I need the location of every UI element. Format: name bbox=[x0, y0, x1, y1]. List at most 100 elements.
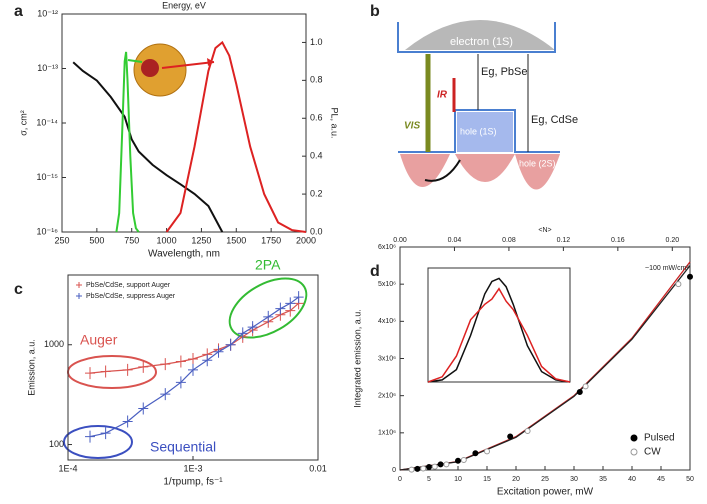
curve bbox=[72, 61, 224, 233]
y-tick-label: 10⁻¹⁵ bbox=[37, 172, 59, 182]
nanocrystal-icon bbox=[127, 43, 215, 97]
y-tick-label: 10⁻¹⁶ bbox=[37, 226, 59, 236]
y-tick-label: 100 bbox=[49, 439, 64, 449]
y-tick-label: 3x10⁶ bbox=[378, 355, 396, 362]
legend-marker bbox=[630, 434, 638, 442]
data-point bbox=[85, 430, 96, 443]
y-tick-label: 5x10⁶ bbox=[378, 281, 396, 288]
data-point bbox=[100, 427, 111, 440]
annotation: Auger bbox=[80, 332, 118, 348]
data-point bbox=[160, 358, 171, 371]
x-tick-label: 500 bbox=[89, 235, 104, 245]
y-tick-label: 1x10⁶ bbox=[378, 430, 396, 437]
y2-tick-label: 0.2 bbox=[310, 188, 323, 198]
diagram-label: VIS bbox=[404, 121, 420, 132]
legend-label: CW bbox=[644, 447, 661, 458]
x2-tick-label: 0.16 bbox=[611, 237, 625, 244]
data-point bbox=[524, 427, 531, 434]
y-tick-label: 0 bbox=[392, 467, 396, 474]
x-tick-label: 1000 bbox=[157, 235, 177, 245]
data-point bbox=[188, 352, 198, 365]
annotation: Sequential bbox=[150, 439, 216, 455]
data-point bbox=[582, 383, 589, 390]
data-point bbox=[576, 388, 583, 395]
y-tick-label: 4x10⁶ bbox=[378, 318, 396, 325]
annotation-ellipse bbox=[228, 277, 308, 339]
data-point bbox=[225, 338, 236, 351]
data-point bbox=[431, 463, 438, 470]
y2-tick-label: 0.8 bbox=[310, 75, 323, 85]
x-tick-label: 0.01 bbox=[309, 463, 327, 473]
y-tick-label: 10⁻¹² bbox=[37, 8, 58, 18]
data-point bbox=[460, 456, 467, 463]
data-point bbox=[437, 461, 444, 468]
panel-label: c bbox=[14, 281, 23, 298]
data-point bbox=[472, 450, 479, 457]
x-tick-label: 25 bbox=[541, 476, 549, 483]
data-point bbox=[484, 448, 490, 455]
legend-marker bbox=[76, 282, 82, 288]
data-point bbox=[138, 360, 149, 373]
data-point bbox=[213, 345, 224, 358]
x-tick-label: 35 bbox=[599, 476, 607, 483]
x-tick-label: 45 bbox=[657, 476, 665, 483]
x-axis-label: Wavelength, nm bbox=[148, 249, 220, 260]
y-tick-label: 10⁻¹³ bbox=[37, 63, 58, 73]
curve bbox=[115, 51, 140, 233]
band-diagram bbox=[397, 20, 560, 190]
data-point bbox=[160, 388, 171, 401]
data-point bbox=[100, 365, 111, 378]
inset-curve bbox=[427, 287, 571, 383]
x-tick-label: 0 bbox=[398, 476, 402, 483]
y-axis-label: Emission, a.u. bbox=[26, 339, 36, 396]
y2-tick-label: 0.6 bbox=[310, 113, 323, 123]
x2-axis-label: <N> bbox=[538, 227, 551, 234]
legend-label: PbSe/CdSe, suppress Auger bbox=[86, 293, 176, 300]
fit-line bbox=[89, 302, 299, 374]
data-point bbox=[237, 327, 248, 340]
x-tick-label: 1E-3 bbox=[183, 463, 202, 473]
x2-tick-label: 0.04 bbox=[448, 237, 462, 244]
data-point bbox=[455, 457, 461, 464]
x-tick-label: 250 bbox=[54, 235, 69, 245]
x2-tick-label: 0.00 bbox=[393, 237, 407, 244]
x-tick-label: 50 bbox=[686, 476, 694, 483]
fit-line bbox=[89, 296, 299, 438]
y2-tick-label: 0.4 bbox=[310, 151, 323, 161]
x-tick-label: 2000 bbox=[296, 235, 316, 245]
data-point bbox=[285, 297, 296, 310]
data-point bbox=[263, 310, 274, 323]
annotation: 2PA bbox=[255, 257, 281, 273]
data-point bbox=[507, 433, 514, 440]
y-tick-label: 10⁻¹⁴ bbox=[36, 117, 58, 127]
panel-label: a bbox=[14, 3, 23, 20]
chart-title: Energy, eV bbox=[162, 0, 206, 10]
data-point bbox=[687, 273, 693, 280]
annotation: ~100 mW/cm² bbox=[645, 265, 689, 272]
data-point bbox=[675, 281, 682, 288]
panel-label: b bbox=[370, 3, 380, 20]
y2-axis-label: PL, a.u. bbox=[330, 107, 340, 138]
data-point bbox=[408, 466, 415, 473]
data-point bbox=[85, 367, 96, 380]
x-tick-label: 10 bbox=[454, 476, 462, 483]
data-point bbox=[175, 355, 186, 368]
y-axis-label: Integrated emission, a.u. bbox=[352, 309, 362, 408]
legend-marker bbox=[630, 448, 638, 456]
x2-tick-label: 0.12 bbox=[557, 237, 571, 244]
y2-tick-label: 0.0 bbox=[310, 226, 323, 236]
data-point bbox=[122, 363, 133, 376]
diagram-label: hole (2S) bbox=[519, 158, 556, 168]
y-tick-label: 6x10⁶ bbox=[378, 244, 396, 251]
legend-label: Pulsed bbox=[644, 433, 675, 444]
diagram-label: IR bbox=[437, 90, 448, 101]
data-point bbox=[420, 465, 427, 472]
x-tick-label: 40 bbox=[628, 476, 636, 483]
inset-curve bbox=[427, 277, 571, 383]
data-point bbox=[426, 464, 432, 471]
diagram-label: hole (1S) bbox=[460, 126, 497, 136]
diagram-label: Eg, CdSe bbox=[531, 114, 578, 126]
x-tick-label: 1500 bbox=[226, 235, 246, 245]
x-tick-label: 20 bbox=[512, 476, 520, 483]
data-point bbox=[202, 354, 213, 367]
